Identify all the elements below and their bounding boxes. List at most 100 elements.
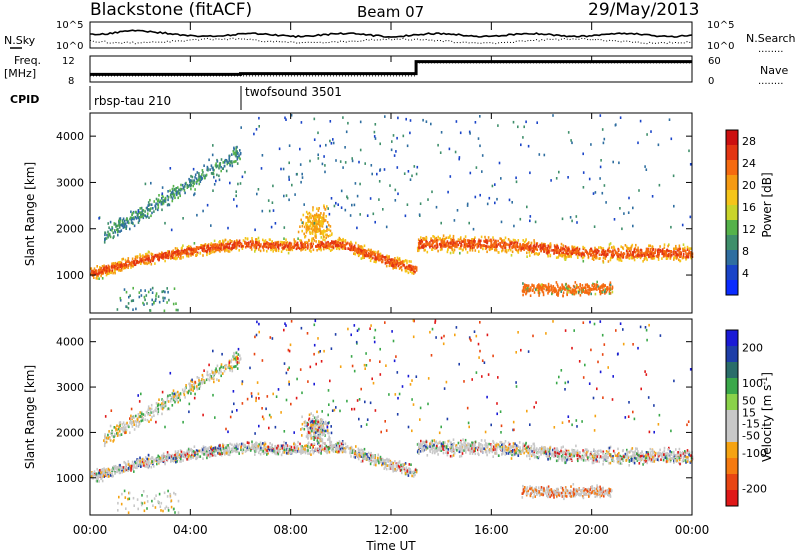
scatter-point [311,448,314,452]
scatter-point [498,251,500,254]
scatter-point [390,148,393,152]
scatter-point [556,293,558,296]
scatter-point [107,230,109,234]
scatter-point [611,290,614,294]
scatter-point [177,255,180,258]
scatter-point [474,446,477,450]
scatter-point [523,248,525,251]
scatter-point [566,293,568,297]
scatter-point [447,190,449,194]
scatter-point [346,241,349,245]
scatter-point [258,248,260,251]
scatter-point [111,226,113,229]
scatter-point [590,143,592,146]
scatter-point [287,244,289,247]
scatter-point [411,174,413,178]
scatter-point [318,218,320,222]
scatter-point [229,247,232,251]
scatter-point [304,244,306,248]
scatter-point [318,220,320,224]
scatter-point [144,214,146,217]
scatter-point [588,250,591,254]
scatter-point [183,189,186,192]
colorbar-segment [726,205,738,221]
scatter-point [430,444,433,447]
scatter-point [320,216,322,219]
scatter-point [469,171,472,175]
scatter-point [293,240,296,244]
scatter-point [156,254,159,258]
scatter-point [237,182,239,186]
scatter-point [501,240,503,243]
scatter-point [306,241,309,245]
scatter-point [466,202,469,206]
scatter-point [176,190,178,194]
scatter-point [582,259,585,263]
scatter-point [207,453,209,457]
scatter-point [341,245,344,249]
scatter-point [423,249,426,252]
scatter-point [606,459,609,463]
scatter-point [472,240,475,243]
scatter-point [560,242,563,246]
scatter-point [473,442,475,445]
scatter-point [630,245,633,249]
scatter-point [191,252,193,256]
scatter-point [536,244,538,247]
scatter-point [162,296,164,300]
scatter-point [142,258,145,262]
scatter-point [307,219,310,222]
scatter-point [595,248,598,251]
scatter-point [636,459,639,462]
scatter-point [109,234,111,237]
scatter-point [565,249,567,253]
scatter-point [482,247,484,250]
scatter-point [378,198,380,201]
scatter-point [525,238,527,241]
scatter-point [116,228,118,231]
scatter-point [209,248,211,251]
scatter-point [193,248,195,252]
scatter-point [385,225,388,229]
scatter-point [111,229,113,232]
scatter-point [431,243,433,247]
scatter-point [167,250,169,253]
scatter-point [645,247,648,251]
scatter-point [522,136,524,139]
scatter-point [119,230,121,233]
scatter-point [445,451,447,454]
scatter-point [605,290,607,294]
scatter-point [308,226,310,229]
scatter-point [397,258,399,262]
scatter-point [673,251,676,255]
scatter-point [386,254,388,258]
scatter-point [105,273,108,277]
scatter-point [301,243,303,247]
scatter-point [567,176,569,179]
scatter-point [283,194,285,198]
scatter-point [293,238,295,241]
scatter-point [457,243,460,247]
scatter-point [190,250,193,253]
scatter-point [270,242,273,245]
scatter-point [584,291,586,294]
scatter-point [426,243,429,246]
scatter-point [390,258,392,261]
scatter-point [114,269,116,272]
scatter-point [515,444,518,447]
scatter-point [558,170,560,174]
scatter-point [619,256,621,260]
scatter-point [625,249,628,253]
scatter-point [206,203,209,207]
scatter-point [416,247,419,250]
scatter-point [164,461,166,464]
scatter-point [138,260,141,264]
scatter-point [369,254,372,258]
scatter-point [383,256,385,259]
scatter-point [381,463,383,467]
scatter-point [237,243,239,247]
scatter-point [363,254,366,257]
scatter-point [301,221,304,224]
scatter-point [151,291,154,294]
scatter-point [155,294,157,298]
